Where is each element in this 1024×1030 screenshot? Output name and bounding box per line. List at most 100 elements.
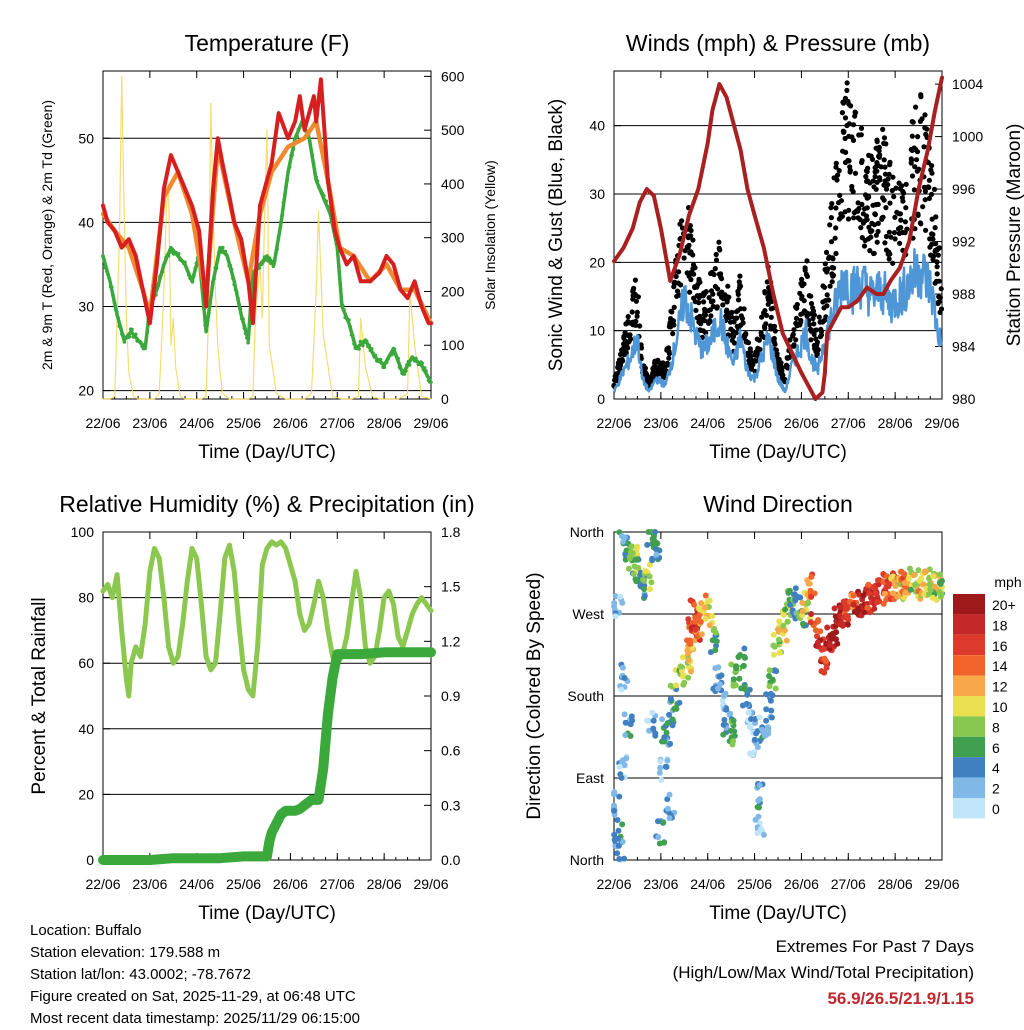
direction-point [649, 709, 656, 716]
direction-point [721, 716, 728, 723]
direction-point [775, 636, 782, 643]
gust-point [768, 323, 774, 329]
gust-point [911, 145, 917, 151]
direction-point [730, 676, 737, 683]
direction-point [759, 726, 766, 733]
direction-point [615, 842, 622, 849]
direction-point [728, 661, 735, 668]
gust-point [735, 297, 742, 303]
gust-point [652, 358, 658, 364]
direction-point [894, 593, 901, 600]
gust-point [880, 195, 886, 201]
station-location: Location: Buffalo [30, 922, 142, 939]
gust-point [886, 256, 892, 262]
dewpoint-point [110, 285, 114, 290]
gust-point [802, 265, 808, 271]
gust-point [922, 188, 929, 194]
dewpoint-point [204, 328, 209, 333]
dewpoint-point [322, 193, 326, 198]
gust-point [818, 328, 825, 335]
gust-point [913, 104, 919, 110]
gust-point [898, 217, 904, 223]
direction-point [619, 664, 626, 671]
series-relative-humidity [100, 539, 434, 699]
gust-point [830, 255, 836, 261]
gust-point [732, 315, 738, 321]
legend-title: mph [994, 574, 1021, 590]
gust-point [832, 235, 838, 241]
gust-point [841, 129, 847, 135]
dewpoint-point [211, 280, 215, 285]
direction-point [611, 831, 618, 838]
chart-title: Temperature (F) [185, 30, 350, 56]
gust-point [934, 259, 940, 265]
gust-point [883, 186, 890, 192]
dewpoint-point [166, 253, 171, 258]
direction-point [814, 633, 820, 640]
gust-point [912, 164, 918, 170]
gust-point [842, 159, 849, 166]
direction-point [692, 626, 699, 633]
plot-frame [102, 70, 432, 400]
gust-point [900, 188, 906, 194]
gust-point [885, 251, 891, 257]
direction-point [720, 721, 727, 728]
gust-point [822, 261, 828, 267]
direction-point [644, 541, 651, 548]
direction-point [755, 797, 762, 804]
direction-point [628, 543, 635, 550]
legend-label: 8 [992, 719, 1000, 735]
gust-point [846, 207, 852, 213]
gust-point [883, 247, 890, 253]
gust-point [701, 299, 707, 305]
direction-point [656, 769, 663, 776]
gust-point [824, 292, 830, 298]
gust-point [794, 323, 800, 329]
gust-point [690, 262, 697, 268]
legend-swatch [953, 757, 985, 778]
gust-point [778, 360, 784, 366]
gust-point [670, 331, 676, 337]
direction-point [799, 608, 806, 615]
direction-point [616, 793, 623, 800]
direction-point [881, 590, 888, 597]
direction-point [646, 573, 653, 580]
gust-point [875, 228, 881, 235]
direction-point [735, 654, 742, 660]
gust-point [768, 314, 774, 320]
direction-point [783, 637, 790, 644]
direction-point [792, 595, 799, 602]
gust-point [712, 283, 719, 290]
gust-point [882, 164, 888, 170]
direction-point [746, 686, 753, 693]
dewpoint-point [156, 283, 161, 288]
gust-point [869, 220, 875, 226]
gust-point [625, 345, 631, 351]
direction-point [770, 631, 777, 638]
direction-point [740, 663, 747, 669]
gust-point [824, 269, 830, 275]
direction-point [612, 613, 619, 620]
direction-point [815, 618, 822, 625]
y2-axis-tick-label: 992 [952, 234, 976, 250]
direction-point [664, 720, 671, 727]
direction-point [680, 672, 687, 679]
dewpoint-point [314, 175, 319, 179]
gust-point [847, 169, 853, 175]
dewpoint-point [231, 276, 235, 281]
gust-point [858, 225, 864, 231]
gust-point [931, 186, 938, 192]
gust-point [798, 311, 804, 317]
direction-point [673, 705, 680, 712]
direction-point [654, 540, 661, 547]
gust-point [780, 372, 786, 378]
direction-point [611, 789, 618, 796]
station-latlon: Station lat/lon: 43.0002; -78.7672 [30, 966, 252, 983]
gust-point [926, 184, 932, 190]
y2-axis-tick-label: 0.6 [441, 743, 461, 759]
dewpoint-point [282, 193, 287, 197]
direction-point [823, 658, 829, 664]
direction-point [667, 682, 674, 689]
gust-point [928, 191, 935, 197]
direction-point [712, 665, 719, 672]
